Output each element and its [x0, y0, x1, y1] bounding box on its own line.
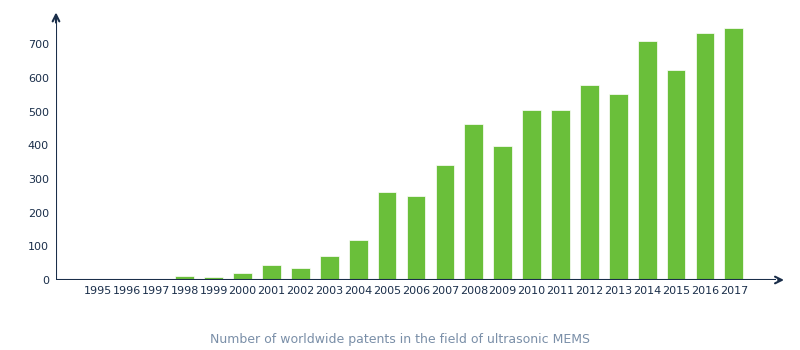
Bar — [551, 110, 570, 280]
Bar — [725, 28, 743, 280]
Bar — [234, 273, 252, 280]
Bar — [666, 70, 686, 280]
Bar — [175, 276, 194, 280]
Bar — [406, 196, 426, 280]
Bar — [378, 192, 397, 280]
Bar — [262, 265, 281, 280]
Bar — [609, 94, 628, 280]
Bar — [580, 85, 598, 280]
Bar — [638, 41, 657, 280]
Bar — [89, 279, 107, 280]
Bar — [349, 240, 367, 280]
Bar — [204, 277, 223, 280]
Text: Number of worldwide patents in the field of ultrasonic MEMS: Number of worldwide patents in the field… — [210, 334, 590, 346]
Bar — [695, 33, 714, 280]
Bar — [494, 146, 512, 280]
Bar — [118, 279, 137, 280]
Bar — [465, 124, 483, 280]
Bar — [320, 256, 338, 280]
Bar — [435, 165, 454, 280]
Bar — [522, 110, 541, 280]
Bar — [146, 279, 166, 280]
Bar — [291, 268, 310, 280]
